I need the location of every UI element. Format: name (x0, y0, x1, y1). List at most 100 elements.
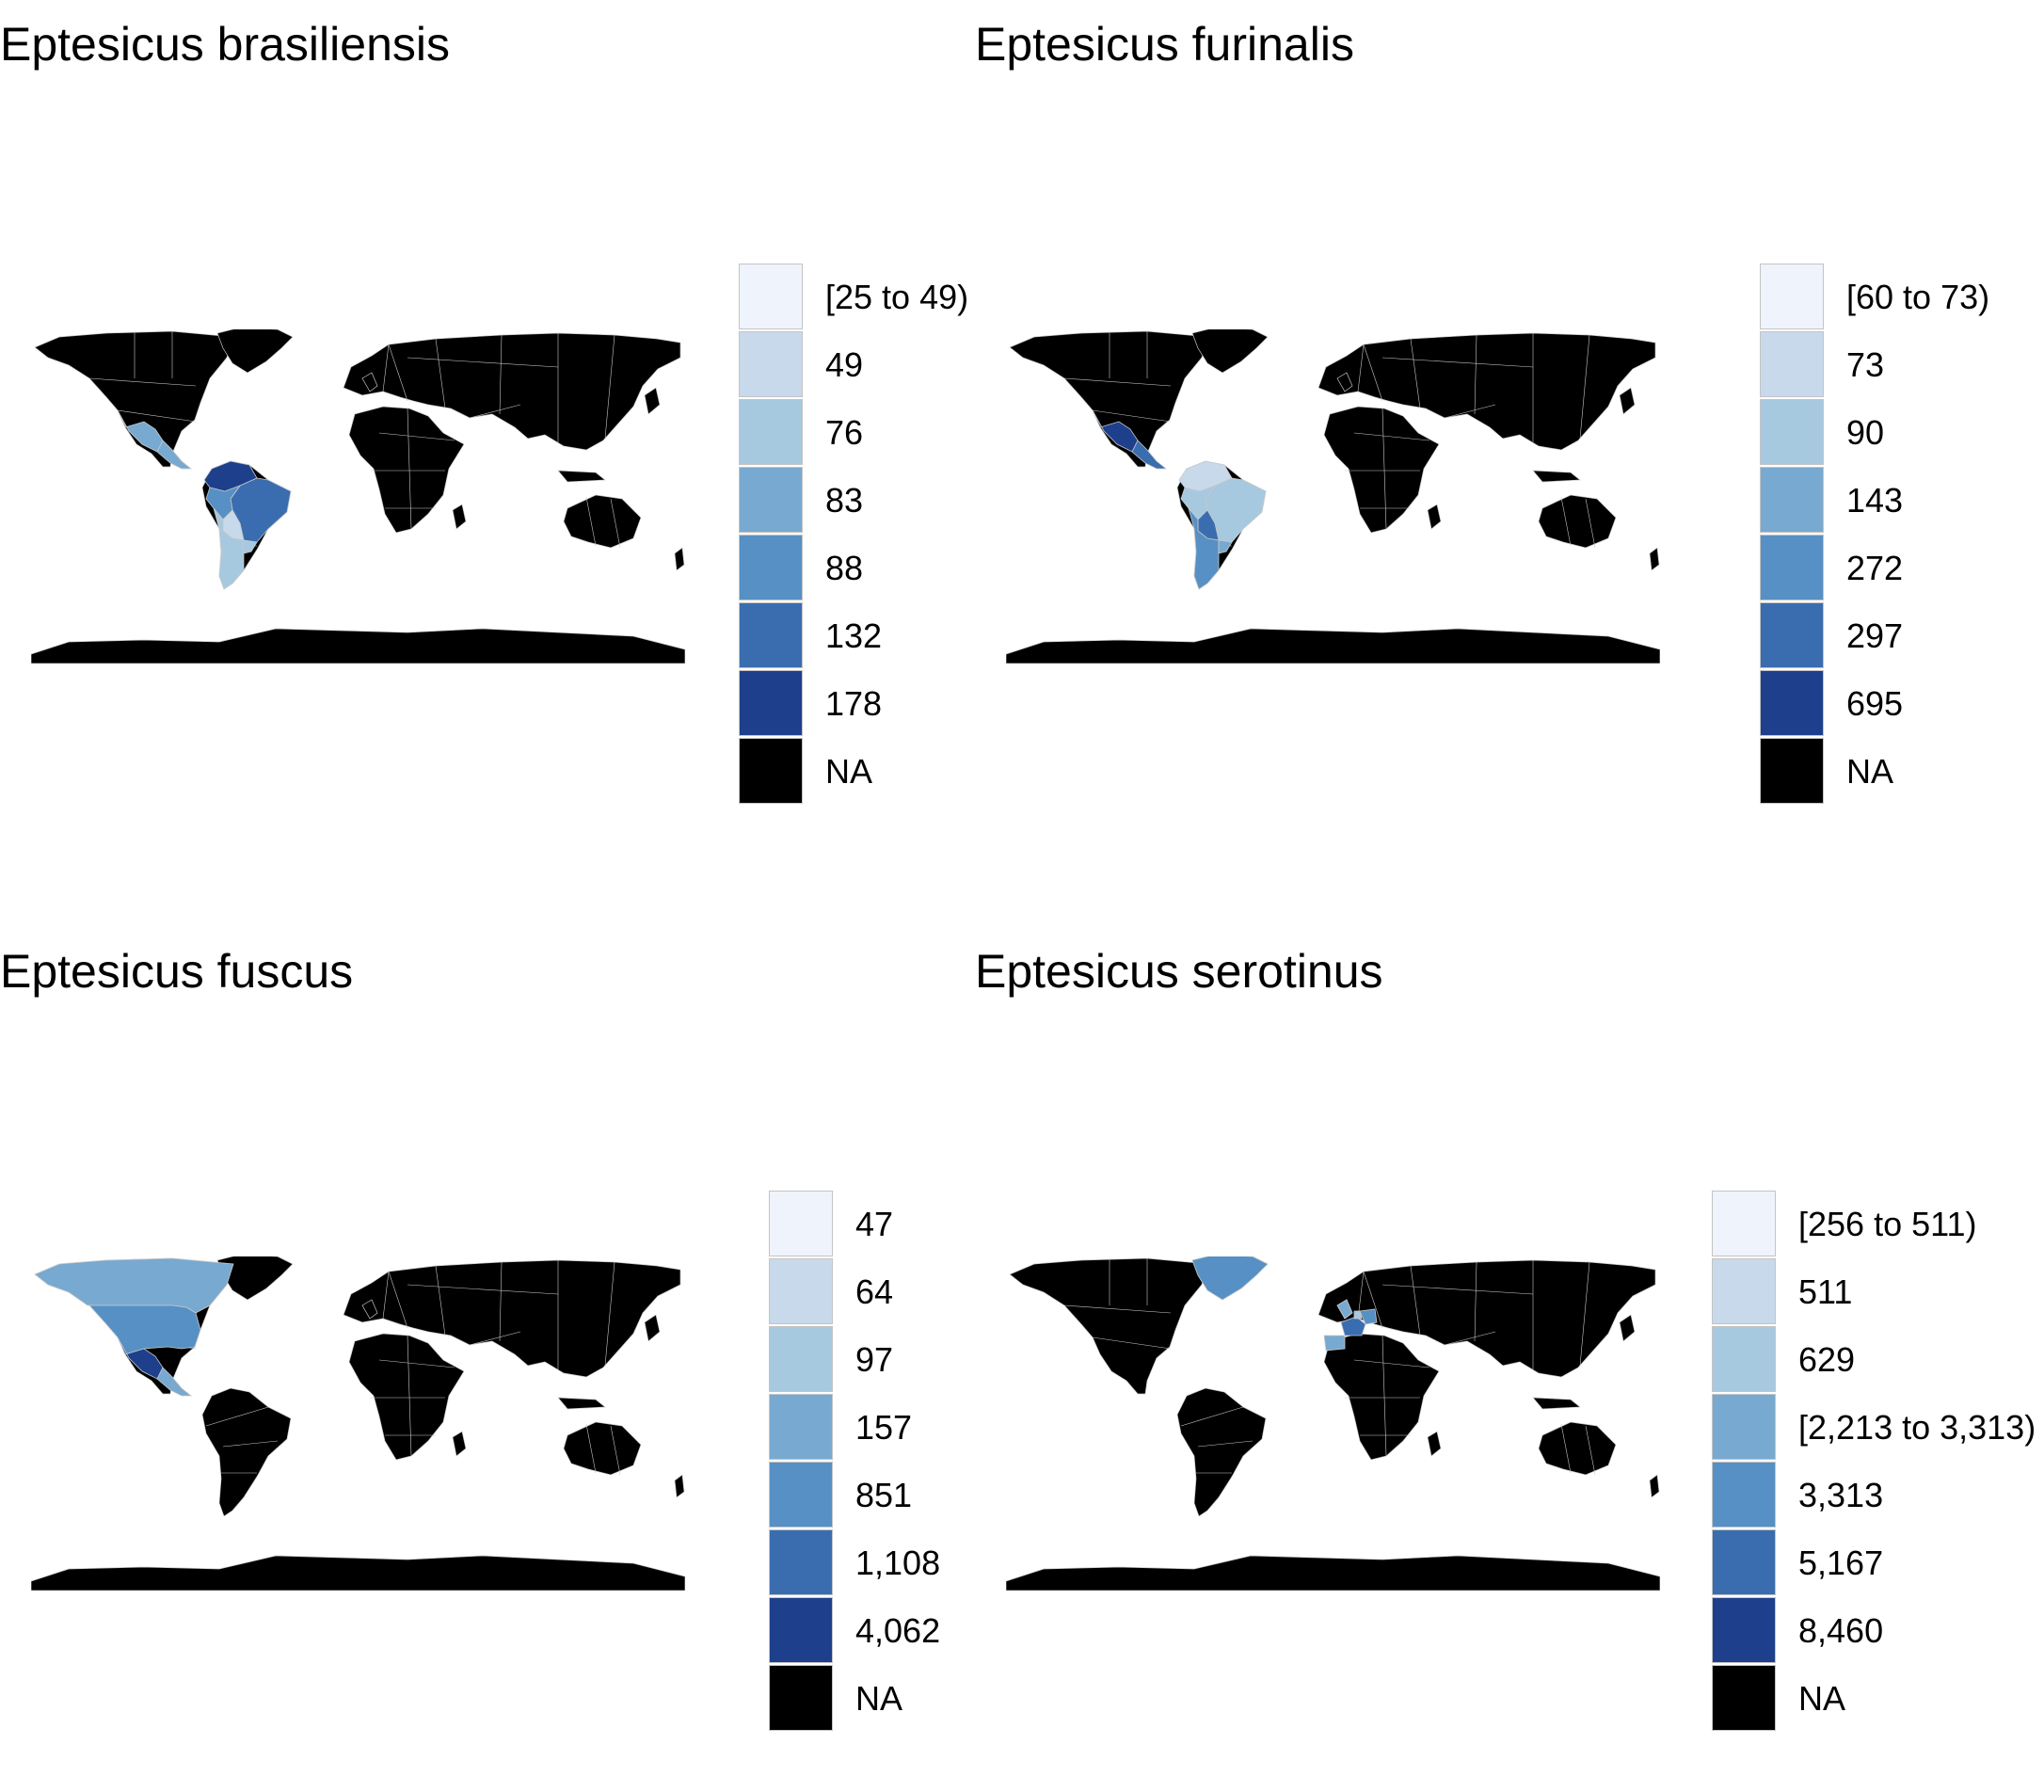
panel-title: Eptesicus furinalis (975, 18, 1354, 71)
legend-label: NA (825, 752, 873, 791)
land-madagascar (1427, 1431, 1442, 1457)
legend-label: 83 (825, 481, 864, 520)
legend-swatch (769, 1394, 833, 1460)
legend-swatch (739, 602, 803, 668)
legend-swatch (1712, 1326, 1776, 1392)
region-france (1340, 1316, 1366, 1336)
legend-label: 178 (825, 684, 883, 723)
land-britain (1336, 372, 1353, 392)
legend-swatch (1760, 602, 1824, 668)
legend-swatch (1760, 264, 1824, 329)
legend-label: 143 (1846, 481, 1904, 520)
land-south-america (1176, 1387, 1267, 1517)
legend-label: 132 (825, 616, 883, 655)
legend-swatch (769, 1258, 833, 1324)
land-indonesia (557, 1397, 606, 1410)
world-map (1006, 329, 1660, 664)
land-japan (644, 1314, 661, 1342)
legend-swatch (739, 670, 803, 736)
legend-swatch (1760, 535, 1824, 600)
panel-eptesicus-brasiliensis: Eptesicus brasiliensis [25 to 49) 49 76 83 8… (0, 0, 1022, 865)
land-australia (563, 1421, 642, 1476)
legend-label: 47 (855, 1205, 894, 1243)
region-central-america (1131, 440, 1168, 470)
legend-label: 88 (825, 549, 864, 587)
land-britain (361, 1299, 378, 1320)
world-map (31, 1256, 685, 1591)
land-antarctica (31, 628, 685, 664)
legend-swatch (769, 1529, 833, 1595)
region-greenland (1191, 1256, 1269, 1301)
region-argentina-chile (1188, 507, 1220, 590)
legend-swatch (1712, 1597, 1776, 1663)
land-eurasia (1317, 332, 1656, 451)
legend-label: 5,167 (1798, 1544, 1884, 1582)
legend-label: 8,460 (1798, 1611, 1884, 1650)
land-britain (361, 372, 378, 392)
legend-label: 4,062 (855, 1611, 941, 1650)
region-canada (34, 1257, 234, 1314)
legend-label: 511 (1798, 1272, 1853, 1311)
panel-title: Eptesicus fuscus (0, 945, 354, 998)
land-new-zealand (674, 1474, 685, 1498)
panel-eptesicus-fuscus: Eptesicus fuscus 47 64 97 157 851 1,108 4,062 N… (0, 927, 1022, 1792)
region-usa (88, 1304, 201, 1355)
legend-swatch (769, 1665, 833, 1731)
legend-label: 629 (1798, 1340, 1856, 1379)
legend-swatch (1712, 1529, 1776, 1595)
legend-label: 3,313 (1798, 1476, 1884, 1514)
land-new-zealand (1649, 547, 1660, 571)
legend-swatch (1760, 331, 1824, 397)
land-africa (1323, 1333, 1440, 1461)
legend-swatch (1712, 1258, 1776, 1324)
legend-label: [256 to 511) (1798, 1205, 1977, 1243)
land-japan (1619, 387, 1636, 415)
legend-swatch (739, 738, 803, 804)
legend-swatch (769, 1191, 833, 1256)
region-uruguay (243, 539, 258, 554)
legend-label: 297 (1846, 616, 1904, 655)
legend-label: 97 (855, 1340, 894, 1379)
legend-label: 1,108 (855, 1544, 941, 1582)
legend-swatch (769, 1462, 833, 1528)
land-indonesia (1532, 470, 1581, 483)
land-new-zealand (1649, 1474, 1660, 1498)
legend-label: 49 (825, 345, 864, 384)
land-australia (1538, 494, 1617, 549)
land-japan (644, 387, 661, 415)
land-greenland (1191, 329, 1269, 374)
region-germany (1359, 1308, 1378, 1325)
legend-label: 90 (1846, 413, 1885, 452)
land-south-america (201, 1387, 292, 1517)
land-antarctica (1006, 628, 1660, 664)
legend-label: 76 (825, 413, 864, 452)
land-indonesia (1532, 1397, 1581, 1410)
legend-swatch (1760, 467, 1824, 533)
panel-eptesicus-serotinus: Eptesicus serotinus [256 to 511) 511 629 [2… (975, 927, 2036, 1792)
legend-swatch (1712, 1665, 1776, 1731)
region-iberia (1323, 1335, 1346, 1352)
land-greenland (216, 329, 294, 374)
legend-label: [25 to 49) (825, 278, 969, 316)
region-uruguay (1218, 539, 1233, 554)
land-madagascar (452, 504, 467, 530)
land-north-america (34, 330, 234, 468)
legend-label: 695 (1846, 684, 1904, 723)
legend-label: 851 (855, 1476, 913, 1514)
land-africa (348, 406, 465, 534)
land-indonesia (557, 470, 606, 483)
legend-swatch (1760, 670, 1824, 736)
world-map (1006, 1256, 1660, 1591)
world-map (31, 329, 685, 664)
region-central-america (156, 1367, 193, 1397)
land-africa (348, 1333, 465, 1461)
land-japan (1619, 1314, 1636, 1342)
land-antarctica (31, 1555, 685, 1591)
legend-label: 73 (1846, 345, 1885, 384)
legend-swatch (1760, 738, 1824, 804)
panel-title: Eptesicus brasiliensis (0, 18, 450, 71)
region-benelux (1353, 1310, 1363, 1320)
legend-swatch (739, 399, 803, 465)
region-britain (1336, 1299, 1353, 1320)
legend-label: NA (1798, 1679, 1846, 1718)
